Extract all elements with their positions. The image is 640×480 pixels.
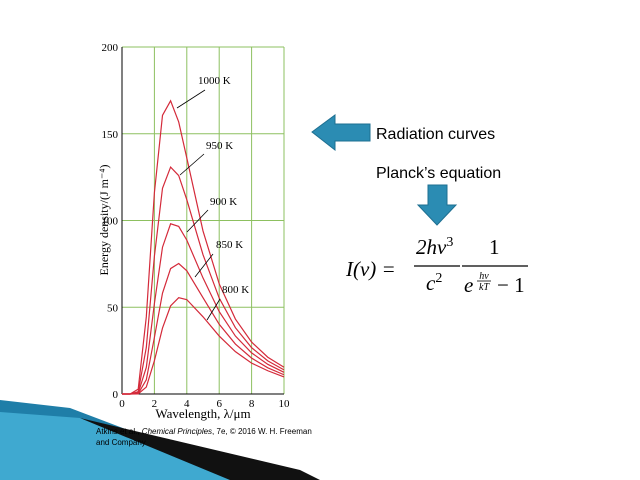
curve-label: 950 K <box>206 140 233 152</box>
equation-part: 3 <box>446 235 453 250</box>
x-tick-label: 6 <box>216 398 222 410</box>
equation-part: e <box>464 273 473 297</box>
equation-part: hν <box>479 271 489 282</box>
swoosh-shadow <box>80 418 320 480</box>
equation-part: 2hν <box>416 235 447 259</box>
leader-line <box>186 209 209 233</box>
equation: I(ν) = 2hν3 c2 1 e hν kT − 1 <box>345 235 528 297</box>
curve <box>122 262 285 395</box>
caption-text: , 7e, © 2016 W. H. Freeman <box>212 427 312 436</box>
y-tick-label: 50 <box>107 302 119 314</box>
equation-part: 2hν3 <box>416 235 453 259</box>
y-axis-label: Energy density/(J m⁻⁴) <box>97 165 111 276</box>
curve-label: 800 K <box>222 284 249 296</box>
equation-part: − 1 <box>497 273 525 297</box>
equation-part: c2 <box>426 271 442 295</box>
curve <box>122 99 285 395</box>
caption-text: Chemical Principles <box>142 427 212 436</box>
swoosh <box>0 412 230 480</box>
equation-part: I(ν) = <box>345 257 396 281</box>
y-tick-label: 150 <box>102 129 119 141</box>
x-tick-label: 10 <box>279 398 291 410</box>
y-tick-label: 200 <box>102 42 119 54</box>
leader-line <box>206 298 221 321</box>
caption-text: Atkins et al., <box>96 427 142 436</box>
x-axis-label: Wavelength, λ/μm <box>155 406 250 421</box>
callout: Radiation curves <box>376 126 495 143</box>
equation-part: 2 <box>435 271 442 286</box>
curve-label: 850 K <box>216 239 243 251</box>
arrow-down <box>416 184 458 226</box>
leader-line <box>176 89 206 109</box>
arrow-left <box>311 114 371 152</box>
leader-line <box>179 153 205 176</box>
y-tick-label: 100 <box>102 216 119 228</box>
callout: Planck’s equation <box>376 165 501 182</box>
curve <box>122 297 285 395</box>
x-tick-label: 0 <box>119 398 125 410</box>
x-tick-label: 4 <box>184 398 190 410</box>
y-tick-label: 0 <box>113 389 119 401</box>
curve <box>122 223 285 395</box>
leader-line <box>194 253 214 278</box>
caption: Atkins et al., Chemical Principles, 7e, … <box>96 427 312 436</box>
equation-part: kT <box>479 282 490 293</box>
caption-text: and Company <box>96 438 146 447</box>
x-tick-label: 8 <box>249 398 255 410</box>
curve-label: 1000 K <box>198 75 231 87</box>
curve <box>122 165 285 395</box>
equation-part: c <box>426 271 436 295</box>
x-tick-label: 2 <box>152 398 158 410</box>
curve-label: 900 K <box>210 196 237 208</box>
equation-part: 1 <box>489 235 500 259</box>
